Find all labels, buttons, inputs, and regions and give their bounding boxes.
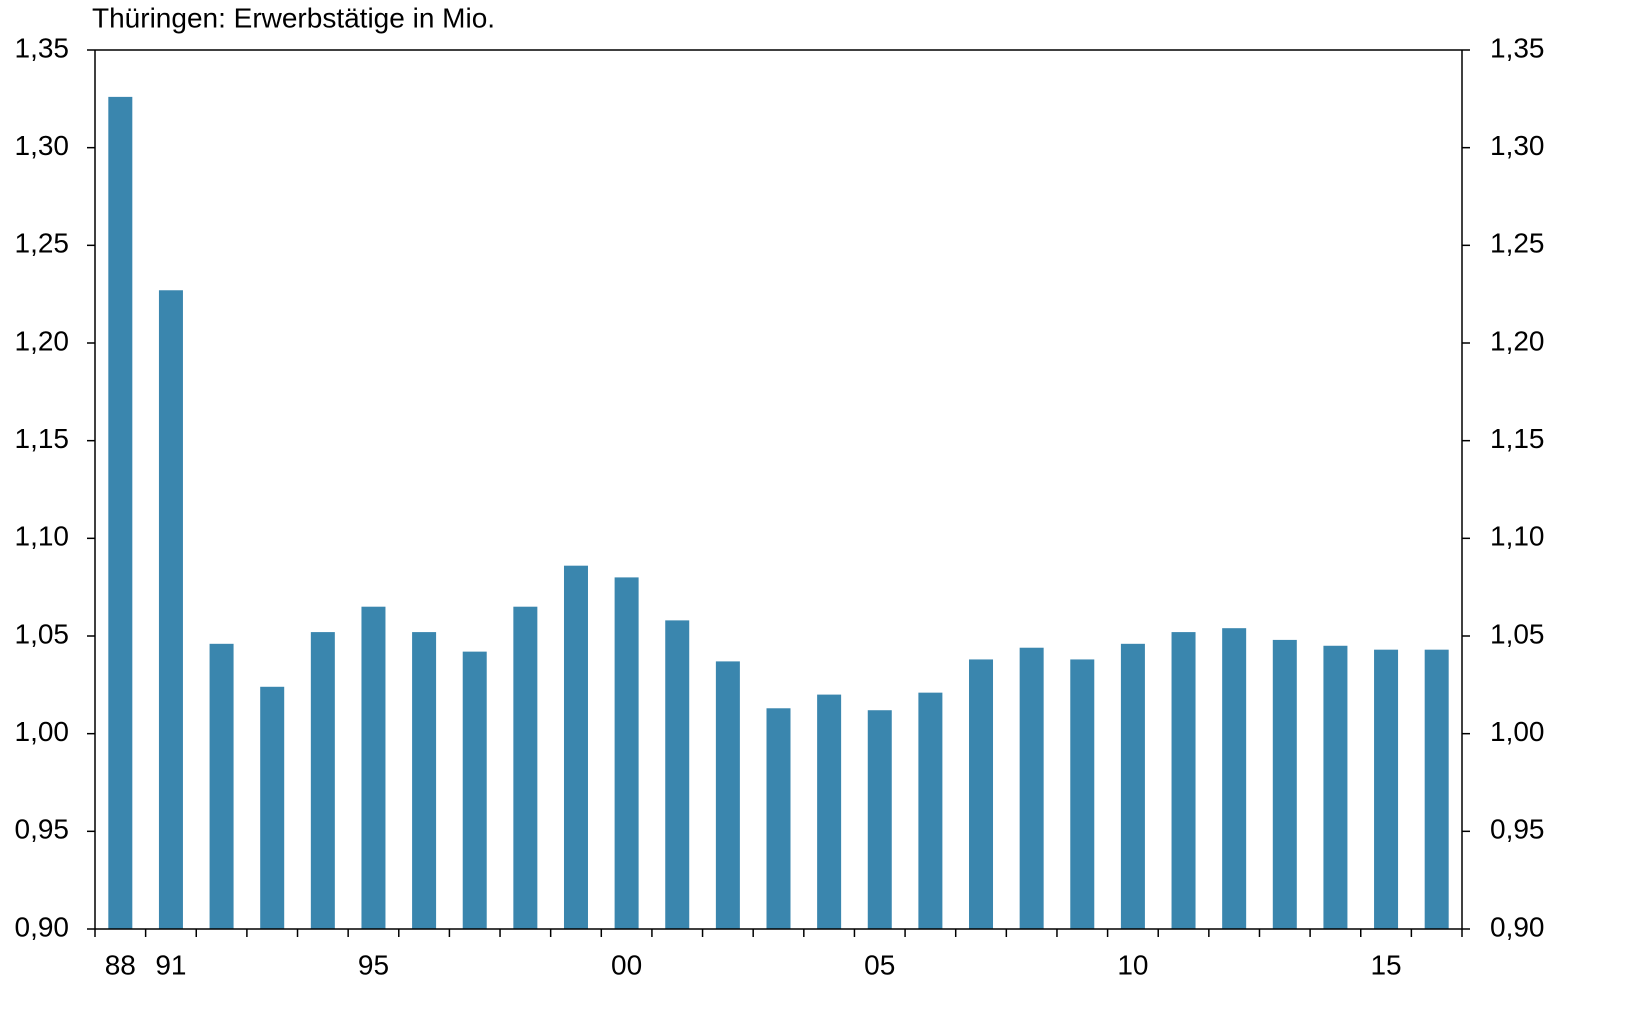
x-tick-label: 95 [358,949,389,980]
y-tick-label-right: 1,15 [1490,423,1545,454]
y-tick-label: 1,20 [15,325,70,356]
x-tick-label: 05 [864,949,895,980]
bar [1323,645,1348,929]
bar [665,620,690,929]
x-tick-label: 10 [1117,949,1148,980]
bar [614,577,639,929]
y-tick-label-right: 1,35 [1490,32,1545,63]
chart-title: Thüringen: Erwerbstätige in Mio. [92,2,495,33]
y-tick-label: 0,90 [15,911,70,942]
x-tick-label: 15 [1370,949,1401,980]
bar [108,96,133,929]
bar [867,710,892,929]
bar [1272,639,1297,929]
y-tick-label-right: 1,00 [1490,716,1545,747]
y-tick-label-right: 1,05 [1490,618,1545,649]
bar [1424,649,1449,929]
y-tick-label: 1,05 [15,618,70,649]
bar [766,708,791,929]
bar [412,632,437,929]
y-tick-label: 1,35 [15,32,70,63]
y-tick-label-right: 1,30 [1490,130,1545,161]
bar [513,606,538,929]
y-tick-label: 1,10 [15,521,70,552]
y-tick-label-right: 0,90 [1490,911,1545,942]
y-tick-label: 1,30 [15,130,70,161]
bar [310,632,335,929]
bar [715,661,740,929]
bar [1120,643,1145,929]
bar [918,692,943,929]
y-tick-label: 1,15 [15,423,70,454]
bar [969,659,994,929]
bar [1374,649,1399,929]
bar [1171,632,1196,929]
bar [1222,628,1247,929]
bar [462,651,487,929]
y-tick-label: 1,00 [15,716,70,747]
bar [158,290,183,929]
bar [1019,647,1044,929]
x-tick-label: 91 [155,949,186,980]
bar [817,694,842,929]
bar [209,643,234,929]
y-tick-label: 0,95 [15,814,70,845]
x-tick-label: 88 [105,949,136,980]
bar [361,606,386,929]
bar [1070,659,1095,929]
bar [260,686,285,929]
y-tick-label-right: 1,25 [1490,228,1545,259]
y-tick-label-right: 1,10 [1490,521,1545,552]
y-tick-label-right: 0,95 [1490,814,1545,845]
bar [563,565,588,929]
y-tick-label-right: 1,20 [1490,325,1545,356]
x-tick-label: 00 [611,949,642,980]
y-tick-label: 1,25 [15,228,70,259]
